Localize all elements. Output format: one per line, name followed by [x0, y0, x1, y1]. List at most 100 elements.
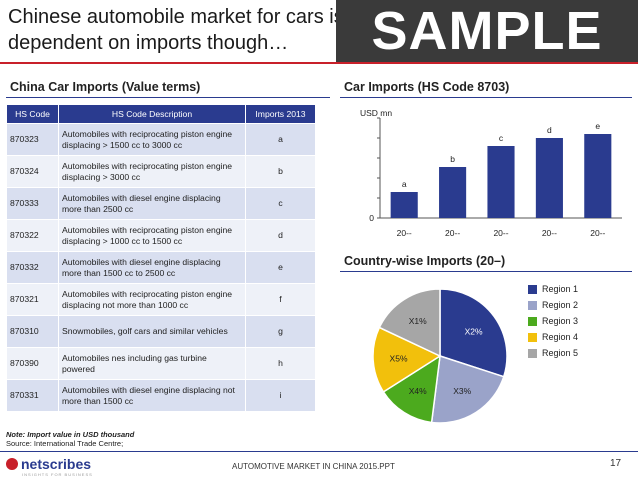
- note-text: Note: Import value in USD thousand: [6, 430, 135, 439]
- row-code: 870322: [6, 219, 59, 252]
- pie-slice: [439, 288, 508, 378]
- row-value: d: [245, 219, 316, 252]
- row-code: 870333: [6, 187, 59, 220]
- pie-slice-label: X4%: [409, 386, 427, 396]
- table-row: 870331 Automobiles with diesel engine dis…: [6, 379, 316, 412]
- bar: [535, 138, 563, 218]
- table-header-row: HS Code HS Code Description Imports 2013: [6, 104, 316, 124]
- row-description: Automobiles nes including gas turbine po…: [58, 347, 246, 380]
- row-description: Automobiles with reciprocating piston en…: [58, 283, 246, 316]
- row-value: e: [245, 251, 316, 284]
- pie-slice: [378, 288, 441, 358]
- row-description: Automobiles with diesel engine displacin…: [58, 251, 246, 284]
- pie-chart: X2% X3% X4% X5% X1%: [372, 288, 508, 424]
- bar: [390, 192, 418, 218]
- pie-slice-label: X5%: [390, 354, 408, 364]
- legend-swatch: [528, 284, 537, 294]
- table-row: 870322 Automobiles with reciprocating pis…: [6, 219, 316, 252]
- source-text: Source: International Trade Centre;: [6, 439, 124, 448]
- row-value: f: [245, 283, 316, 316]
- row-value: g: [245, 315, 316, 348]
- table-note: Note: Import value in USD thousand Sourc…: [6, 430, 134, 448]
- row-code: 870324: [6, 155, 59, 188]
- x-tick-label: 20--: [590, 228, 605, 238]
- pie-chart-heading: Country-wise Imports (20–): [344, 254, 506, 268]
- imports-table: HS Code HS Code Description Imports 2013…: [6, 104, 316, 412]
- row-description: Automobiles with reciprocating piston en…: [58, 219, 246, 252]
- table-row: 870333 Automobiles with diesel engine dis…: [6, 187, 316, 220]
- x-tick-label: 20--: [542, 228, 557, 238]
- legend-swatch: [528, 316, 537, 326]
- y-tick-label: 0: [369, 213, 374, 223]
- page-number: 17: [610, 458, 622, 469]
- pie-slice-label: X2%: [465, 327, 483, 337]
- legend-label: Region 5: [542, 348, 579, 358]
- pie-legend: Region 1 Region 2 Region 3 Region 4 Region 5: [528, 281, 578, 361]
- footer-divider: [0, 451, 638, 452]
- page-title: Chinese automobile market for cars is de…: [8, 6, 344, 54]
- legend-entry: Region 4: [528, 329, 578, 345]
- x-tick-label: 20--: [445, 228, 460, 238]
- bar-data-label: a: [402, 179, 407, 189]
- legend-entry: Region 3: [528, 313, 578, 329]
- bar: [584, 134, 612, 218]
- bar-chart: USD mn 0 a 20-- b 20-- c 20-- d 20-- e 20--: [360, 108, 622, 238]
- legend-swatch: [528, 332, 537, 342]
- row-code: 870332: [6, 251, 59, 284]
- pie-slice: [430, 355, 505, 424]
- legend-label: Region 2: [542, 300, 579, 310]
- row-code: 870331: [6, 379, 59, 412]
- row-description: Automobiles with reciprocating piston en…: [58, 123, 246, 156]
- table-row: 870310 Snowmobiles, golf cars and similar…: [6, 315, 316, 348]
- legend-label: Region 4: [542, 332, 579, 342]
- footer-text: AUTOMOTIVE MARKET IN CHINA 2015.PPT: [232, 462, 395, 471]
- row-value: i: [245, 379, 316, 412]
- row-code: 870390: [6, 347, 59, 380]
- row-description: Automobiles with diesel engine displacin…: [58, 379, 246, 412]
- col-hs-code: HS Code: [6, 104, 59, 124]
- row-value: b: [245, 155, 316, 188]
- row-value: h: [245, 347, 316, 380]
- legend-label: Region 1: [542, 284, 579, 294]
- legend-entry: Region 2: [528, 297, 578, 313]
- row-description: Snowmobiles, golf cars and similar vehic…: [58, 315, 246, 348]
- table-row: 870390 Automobiles nes including gas turb…: [6, 347, 316, 380]
- row-description: Automobiles with reciprocating piston en…: [58, 155, 246, 188]
- logo-text: netscribes: [21, 456, 92, 472]
- x-tick-label: 20--: [493, 228, 508, 238]
- logo-mark-icon: [6, 458, 18, 470]
- col-description: HS Code Description: [58, 104, 246, 124]
- bar-data-label: c: [499, 133, 504, 143]
- row-code: 870323: [6, 123, 59, 156]
- legend-label: Region 3: [542, 316, 579, 326]
- col-imports: Imports 2013: [245, 104, 316, 124]
- table-heading: China Car Imports (Value terms): [10, 80, 201, 94]
- row-value: c: [245, 187, 316, 220]
- bar-chart-heading: Car Imports (HS Code 8703): [344, 80, 510, 94]
- x-tick-label: 20--: [397, 228, 412, 238]
- row-value: a: [245, 123, 316, 156]
- bar-data-label: d: [547, 125, 552, 135]
- bar: [487, 146, 515, 218]
- pie-slice: [382, 354, 441, 424]
- pie-heading-underline: [340, 271, 632, 272]
- legend-swatch: [528, 348, 537, 358]
- sample-watermark: SAMPLE: [336, 0, 638, 62]
- y-axis-label: USD mn: [360, 108, 392, 118]
- pie-slice-label: X3%: [453, 386, 471, 396]
- row-description: Automobiles with diesel engine displacin…: [58, 187, 246, 220]
- row-code: 870321: [6, 283, 59, 316]
- pie-slice: [372, 326, 442, 393]
- pie-slice-label: X1%: [409, 316, 427, 326]
- legend-swatch: [528, 300, 537, 310]
- table-row: 870321 Automobiles with reciprocating pis…: [6, 283, 316, 316]
- table-row: 870332 Automobiles with diesel engine dis…: [6, 251, 316, 284]
- bar-heading-underline: [340, 97, 632, 98]
- company-logo: netscribes INSIGHTS FOR BUSINESS: [6, 456, 92, 477]
- table-row: 870324 Automobiles with reciprocating pis…: [6, 155, 316, 188]
- bar-data-label: e: [595, 121, 600, 131]
- row-code: 870310: [6, 315, 59, 348]
- bar-data-label: b: [450, 154, 455, 164]
- logo-tagline: INSIGHTS FOR BUSINESS: [22, 472, 93, 477]
- table-row: 870323 Automobiles with reciprocating pis…: [6, 123, 316, 156]
